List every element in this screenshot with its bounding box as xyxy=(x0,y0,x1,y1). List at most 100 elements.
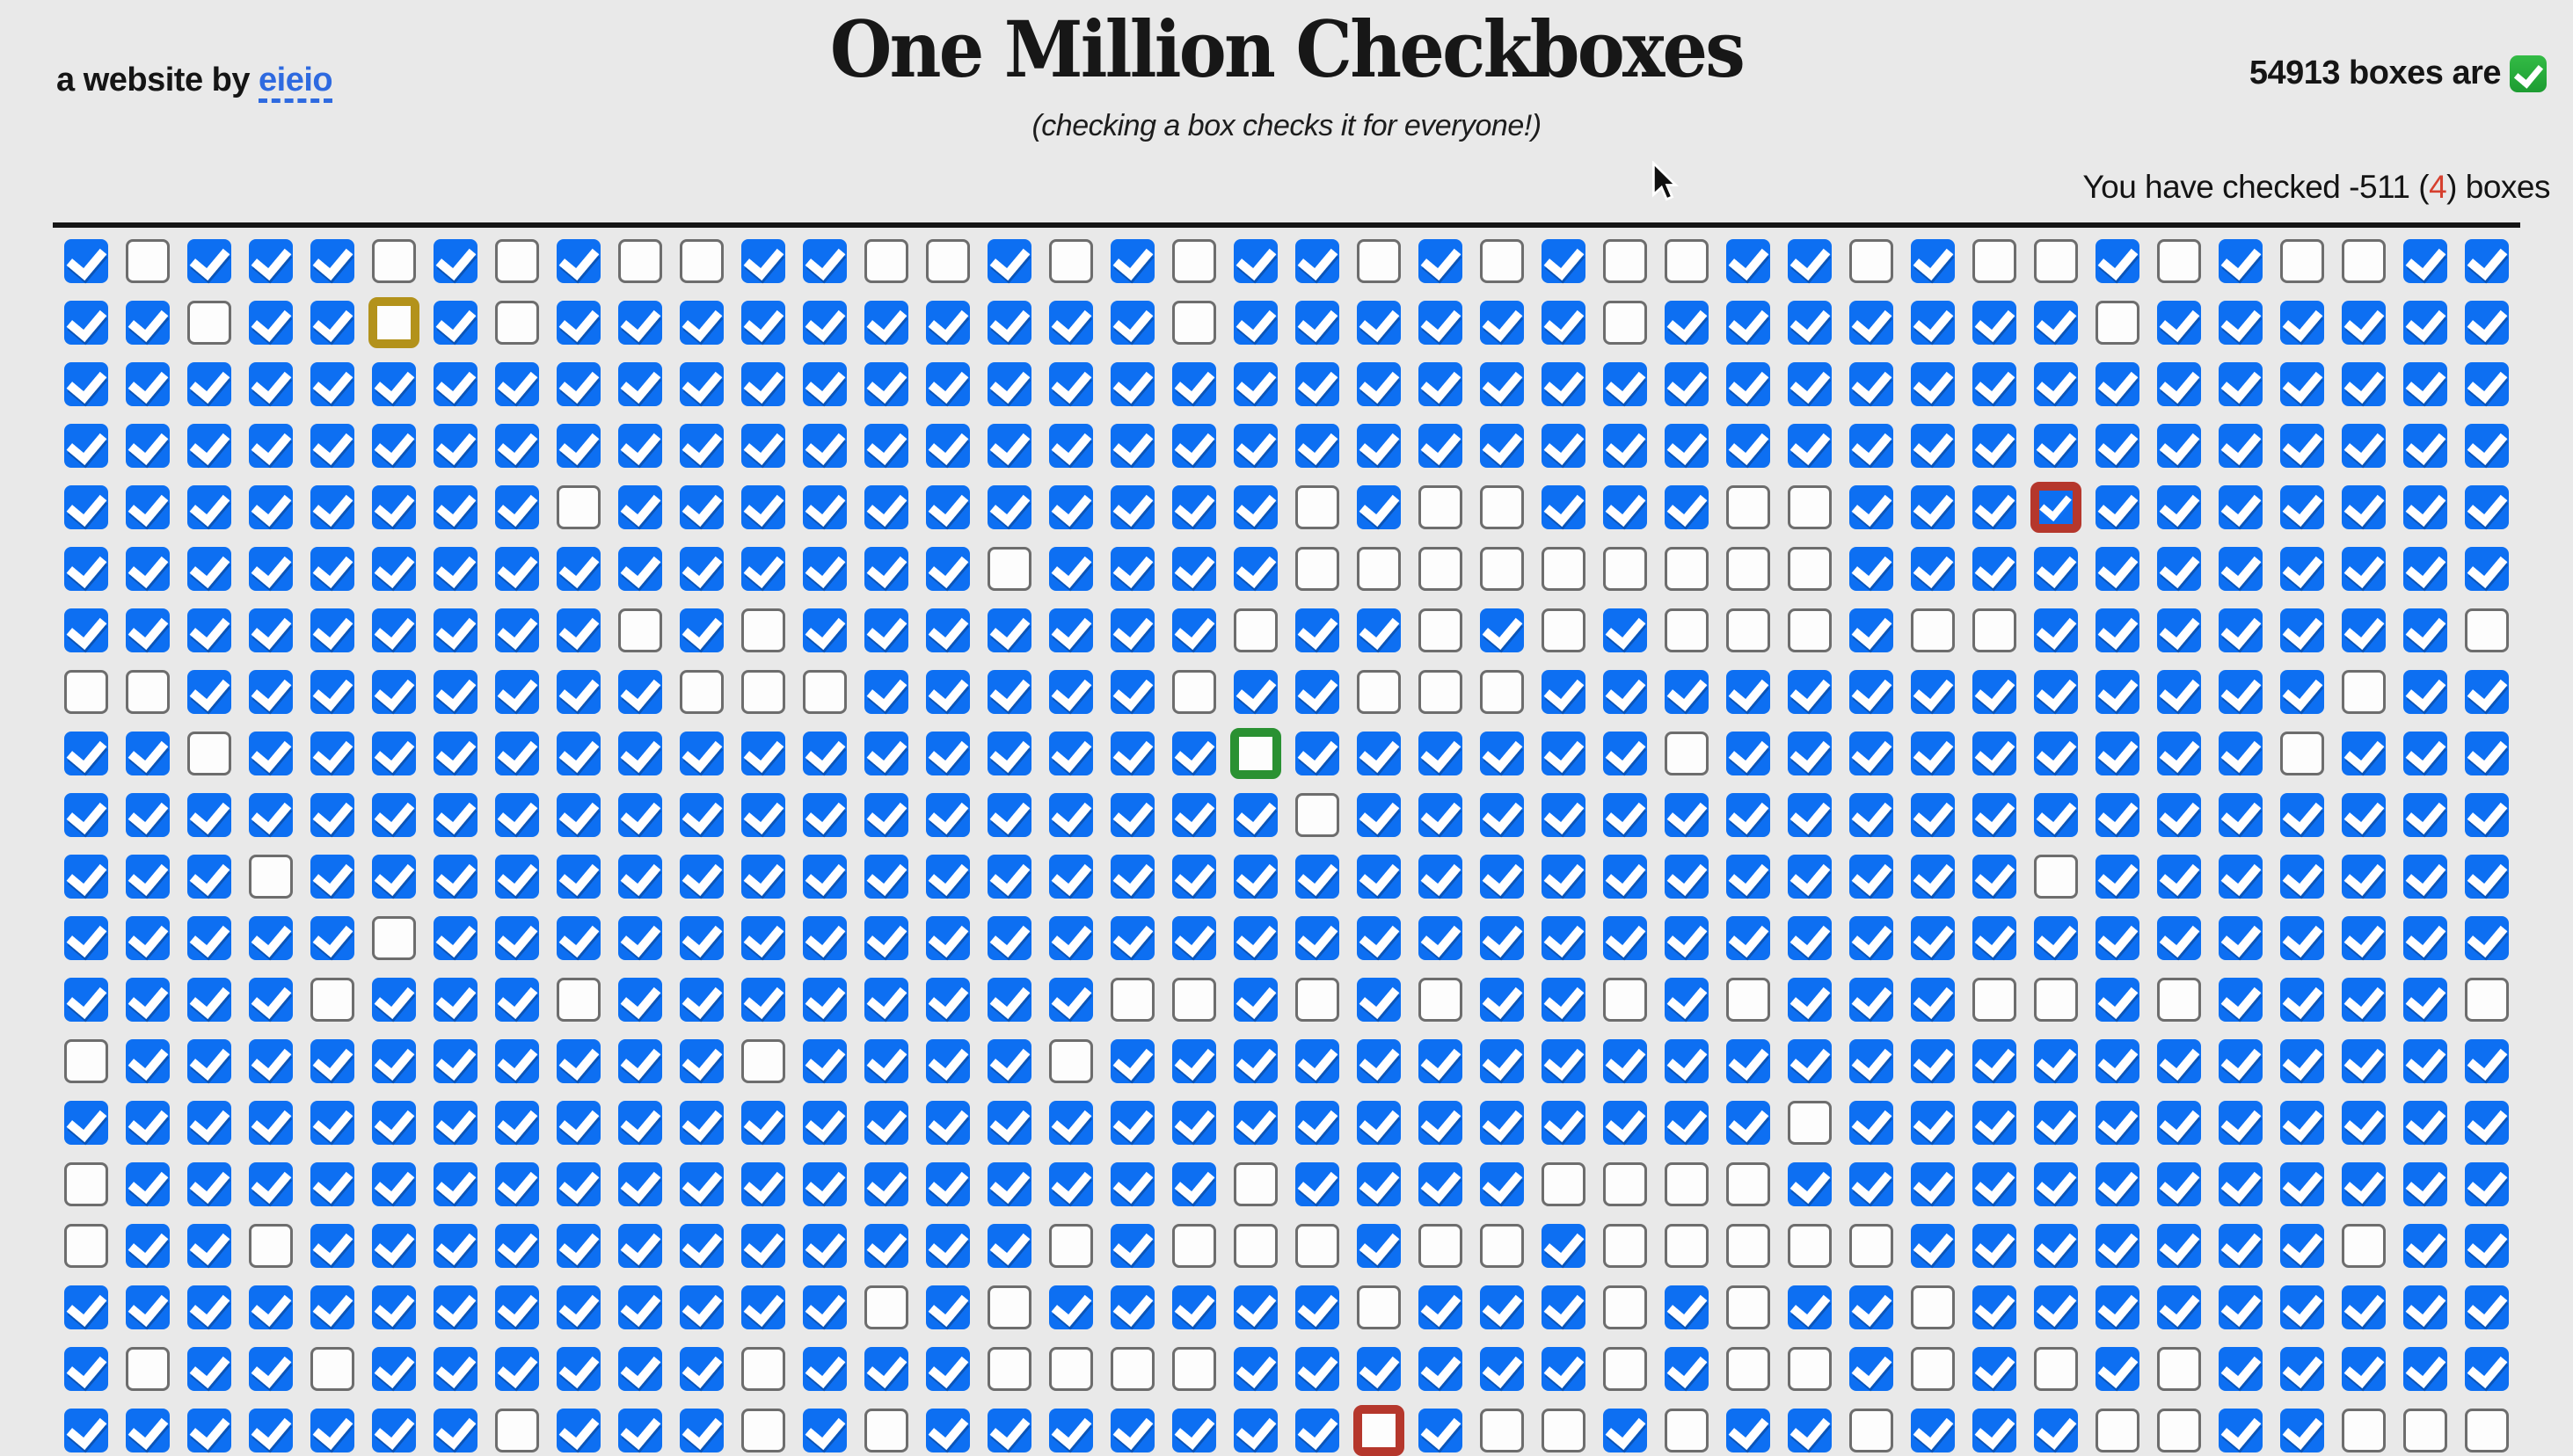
checkbox[interactable] xyxy=(618,855,662,899)
checkbox[interactable] xyxy=(803,670,847,714)
checkbox[interactable] xyxy=(372,608,416,652)
checkbox[interactable] xyxy=(988,978,1031,1022)
checkbox[interactable] xyxy=(372,1347,416,1391)
checkbox[interactable] xyxy=(372,1224,416,1268)
checkbox[interactable] xyxy=(926,547,970,591)
checkbox[interactable] xyxy=(126,547,170,591)
checkbox[interactable] xyxy=(1972,424,2016,468)
checkbox[interactable] xyxy=(1172,424,1216,468)
checkbox[interactable] xyxy=(1603,1285,1647,1329)
checkbox[interactable] xyxy=(2034,239,2078,283)
checkbox[interactable] xyxy=(372,855,416,899)
checkbox[interactable] xyxy=(1418,1101,1462,1145)
checkbox[interactable] xyxy=(2219,1224,2263,1268)
checkbox[interactable] xyxy=(2403,1409,2447,1452)
checkbox[interactable] xyxy=(864,1285,908,1329)
checkbox[interactable] xyxy=(1788,239,1832,283)
checkbox[interactable] xyxy=(1849,916,1893,960)
checkbox[interactable] xyxy=(864,1224,908,1268)
checkbox[interactable] xyxy=(864,916,908,960)
checkbox[interactable] xyxy=(372,1409,416,1452)
checkbox[interactable] xyxy=(1049,239,1093,283)
checkbox[interactable] xyxy=(1603,1409,1647,1452)
checkbox[interactable] xyxy=(1911,485,1955,529)
checkbox[interactable] xyxy=(64,855,108,899)
checkbox[interactable] xyxy=(1603,916,1647,960)
checkbox[interactable] xyxy=(864,485,908,529)
checkbox[interactable] xyxy=(126,424,170,468)
checkbox[interactable] xyxy=(988,485,1031,529)
checkbox[interactable] xyxy=(1234,855,1278,899)
checkbox[interactable] xyxy=(1665,547,1709,591)
checkbox[interactable] xyxy=(2342,1039,2386,1083)
checkbox[interactable] xyxy=(1172,1039,1216,1083)
checkbox[interactable] xyxy=(2403,855,2447,899)
checkbox[interactable] xyxy=(1788,547,1832,591)
checkbox[interactable] xyxy=(1542,301,1585,345)
checkbox[interactable] xyxy=(1111,424,1155,468)
checkbox[interactable] xyxy=(1480,1285,1524,1329)
checkbox[interactable] xyxy=(2465,916,2509,960)
checkbox[interactable] xyxy=(495,485,539,529)
checkbox[interactable] xyxy=(2465,1409,2509,1452)
checkbox[interactable] xyxy=(1357,1224,1401,1268)
checkbox[interactable] xyxy=(2342,855,2386,899)
checkbox[interactable] xyxy=(495,1162,539,1206)
checkbox[interactable] xyxy=(1111,855,1155,899)
checkbox[interactable] xyxy=(1542,670,1585,714)
checkbox[interactable] xyxy=(1234,1039,1278,1083)
checkbox[interactable] xyxy=(1972,301,2016,345)
checkbox[interactable] xyxy=(372,1162,416,1206)
checkbox[interactable] xyxy=(1295,1101,1339,1145)
checkbox[interactable] xyxy=(1357,978,1401,1022)
checkbox[interactable] xyxy=(1726,547,1770,591)
checkbox[interactable] xyxy=(2157,1101,2201,1145)
checkbox[interactable] xyxy=(2034,424,2078,468)
checkbox[interactable] xyxy=(1665,301,1709,345)
checkbox[interactable] xyxy=(2403,732,2447,775)
checkbox[interactable] xyxy=(310,424,354,468)
checkbox[interactable] xyxy=(988,301,1031,345)
checkbox[interactable] xyxy=(1357,1285,1401,1329)
checkbox[interactable] xyxy=(680,485,724,529)
checkbox[interactable] xyxy=(126,978,170,1022)
checkbox[interactable] xyxy=(557,301,601,345)
checkbox[interactable] xyxy=(2219,732,2263,775)
checkbox[interactable] xyxy=(1665,1039,1709,1083)
checkbox[interactable] xyxy=(2403,793,2447,837)
checkbox[interactable] xyxy=(249,1347,293,1391)
checkbox[interactable] xyxy=(1111,1347,1155,1391)
checkbox[interactable] xyxy=(2342,1162,2386,1206)
checkbox[interactable] xyxy=(2034,1224,2078,1268)
checkbox[interactable] xyxy=(187,239,231,283)
checkbox[interactable] xyxy=(1418,670,1462,714)
checkbox[interactable] xyxy=(1480,1224,1524,1268)
checkbox[interactable] xyxy=(1357,670,1401,714)
checkbox[interactable] xyxy=(249,547,293,591)
checkbox[interactable] xyxy=(1849,670,1893,714)
checkbox[interactable] xyxy=(1111,1224,1155,1268)
checkbox[interactable] xyxy=(618,362,662,406)
checkbox[interactable] xyxy=(2403,608,2447,652)
checkbox[interactable] xyxy=(1234,608,1278,652)
checkbox[interactable] xyxy=(1295,1409,1339,1452)
checkbox[interactable] xyxy=(2465,670,2509,714)
checkbox[interactable] xyxy=(1788,1162,1832,1206)
checkbox[interactable] xyxy=(803,362,847,406)
checkbox[interactable] xyxy=(1111,1409,1155,1452)
checkbox[interactable] xyxy=(249,732,293,775)
checkbox[interactable] xyxy=(2034,732,2078,775)
checkbox[interactable] xyxy=(372,1285,416,1329)
checkbox[interactable] xyxy=(1542,424,1585,468)
checkbox[interactable] xyxy=(1849,1285,1893,1329)
checkbox[interactable] xyxy=(1849,732,1893,775)
checkbox[interactable] xyxy=(557,1347,601,1391)
checkbox[interactable] xyxy=(803,1285,847,1329)
checkbox[interactable] xyxy=(2219,978,2263,1022)
checkbox[interactable] xyxy=(2157,1039,2201,1083)
checkbox[interactable] xyxy=(1665,485,1709,529)
checkbox[interactable] xyxy=(434,239,477,283)
checkbox[interactable] xyxy=(1542,1101,1585,1145)
checkbox[interactable] xyxy=(2342,608,2386,652)
checkbox[interactable] xyxy=(1049,1409,1093,1452)
